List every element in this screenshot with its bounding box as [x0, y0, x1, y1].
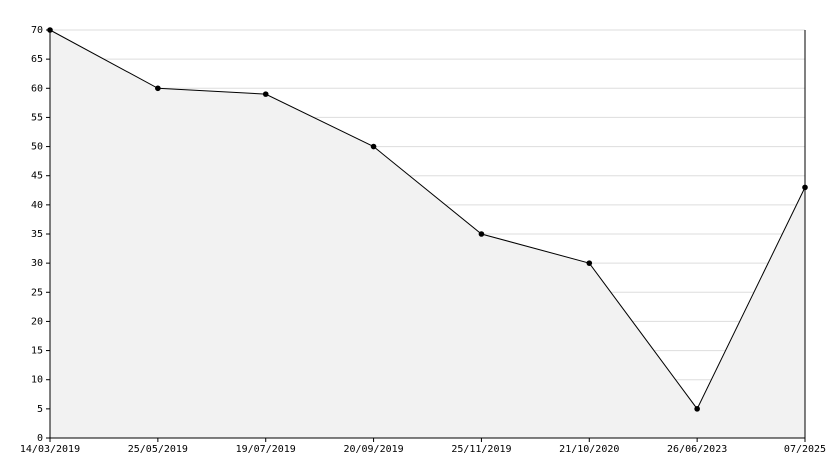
y-tick-label: 30 [31, 258, 43, 269]
y-tick-label: 40 [31, 200, 43, 211]
x-tick-label: 19/07/2019 [236, 444, 296, 455]
marker [370, 143, 377, 150]
y-tick-label: 45 [31, 171, 43, 182]
marker [586, 260, 593, 266]
y-tick-label: 55 [31, 112, 43, 123]
x-tick-label: 25/11/2019 [451, 444, 511, 455]
y-tick-label: 20 [31, 316, 43, 327]
x-tick-label: 07/2025 [784, 444, 826, 455]
y-tick-label: 0 [37, 433, 43, 444]
x-tick-label: 20/09/2019 [343, 444, 403, 455]
area-fill [50, 30, 805, 438]
line [49, 29, 806, 410]
marker [262, 91, 269, 97]
marker [694, 406, 700, 412]
y-tick-label: 65 [31, 54, 43, 65]
y-tick-label: 15 [31, 346, 43, 357]
x-tick-label: 14/03/2019 [20, 444, 80, 455]
x-tick-label: 26/06/2023 [667, 444, 727, 455]
y-tick-label: 50 [31, 142, 43, 153]
x-tick-label: 25/05/2019 [128, 444, 188, 455]
y-tick-label: 70 [31, 25, 43, 36]
y-tick-label: 25 [31, 287, 43, 298]
y-tick-label: 35 [31, 229, 43, 240]
y-tick-label: 10 [31, 375, 43, 386]
y-tick-label: 60 [31, 83, 43, 94]
marker [478, 231, 485, 237]
marker [155, 85, 161, 92]
y-tick-label: 5 [37, 404, 43, 415]
x-tick-label: 21/10/2020 [559, 444, 619, 455]
